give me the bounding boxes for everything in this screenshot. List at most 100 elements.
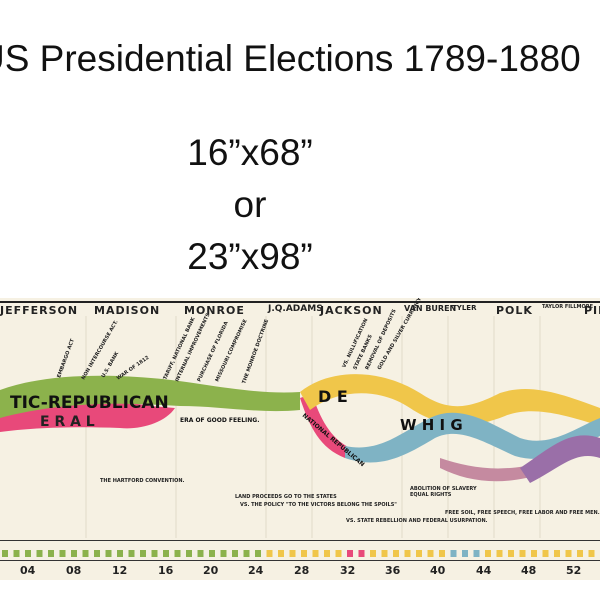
timeline-block (174, 550, 181, 557)
timeline-block (197, 550, 204, 557)
stream-label-yellow: D E (318, 387, 348, 406)
timeline-block (220, 550, 227, 557)
president-label: PIE (584, 304, 600, 317)
timeline-block (255, 550, 261, 557)
national-republican-stream (300, 394, 350, 458)
timeline-block (232, 550, 238, 557)
timeline-block (140, 550, 146, 557)
timeline-block (105, 550, 112, 557)
timeline-block (565, 550, 572, 557)
timeline-block (393, 550, 399, 557)
annotation: THE HARTFORD CONVENTION. (100, 478, 185, 484)
timeline-block (485, 550, 491, 557)
timeline-block (588, 550, 595, 557)
minor-party-stream (440, 458, 545, 482)
timeline-block (473, 550, 480, 557)
timeline-block (531, 550, 537, 557)
timeline-block (48, 550, 54, 557)
president-label: TAYLOR FILLMORE (542, 304, 594, 310)
year-label: 08 (66, 564, 82, 577)
president-label: J.Q.ADAMS (268, 304, 323, 314)
year-label: 52 (566, 564, 582, 577)
timeline-block (462, 550, 468, 557)
stream-label-natrep: NATIONAL REPUBLICAN (301, 412, 366, 468)
timeline-block (508, 550, 514, 557)
annotation: EMBARGO ACT (56, 338, 76, 379)
annotation: ABOLITION OF SLAVERY (410, 486, 477, 492)
president-label: TYLER (452, 304, 477, 312)
timeline-block (301, 550, 307, 557)
timeline-block (312, 550, 319, 557)
timeline-block (94, 550, 100, 557)
timeline-block (128, 550, 135, 557)
timeline-block (324, 550, 330, 557)
democrat-stream (300, 374, 600, 426)
timeline-block (577, 550, 583, 557)
timeline-block (450, 550, 457, 557)
president-label: JACKSON (320, 304, 383, 317)
timeline-block (71, 550, 77, 557)
stream-label-era: ERA OF GOOD FEELING. (180, 417, 260, 424)
party-streams: TIC-REPUBLICAN E R A L D E W H I G NATIO… (0, 298, 600, 561)
year-label: 16 (158, 564, 174, 577)
president-label: MONROE (184, 304, 245, 317)
timeline-block (416, 550, 422, 557)
timeline-block (542, 550, 549, 557)
timeline-block (59, 550, 66, 557)
timeline-block (335, 550, 342, 557)
size-option-large: 23”x98” (187, 236, 313, 277)
timeline-rule (0, 540, 600, 541)
abolition-stream (520, 435, 600, 483)
year-label: 24 (248, 564, 264, 577)
president-label: VAN BUREN (404, 304, 457, 313)
timeline-block (82, 550, 89, 557)
annotation: EQUAL RIGHTS (410, 492, 452, 498)
timeline-block (163, 550, 169, 557)
timeline-block (496, 550, 503, 557)
election-timeline (2, 550, 595, 557)
whig-stream (345, 412, 600, 463)
timeline-block (370, 550, 376, 557)
president-label: MADISON (94, 304, 161, 317)
timeline-block (13, 550, 20, 557)
timeline-block (243, 550, 250, 557)
timeline-block (2, 550, 8, 557)
annotation: VS. THE POLICY "TO THE VICTORS BELONG TH… (240, 502, 397, 508)
timeline-block (266, 550, 273, 557)
year-label: 04 (20, 564, 36, 577)
stream-label-pink: E R A L (40, 414, 95, 430)
timeline-block (36, 550, 43, 557)
timeline-block (519, 550, 526, 557)
timeline-block (278, 550, 284, 557)
timeline-block (554, 550, 560, 557)
year-label: 32 (340, 564, 356, 577)
year-label: 40 (430, 564, 446, 577)
timeline-block (439, 550, 445, 557)
timeline-block (358, 550, 365, 557)
top-rule (0, 301, 600, 303)
year-label: 28 (294, 564, 310, 577)
timeline-block (25, 550, 31, 557)
stream-label-green: TIC-REPUBLICAN (10, 393, 169, 413)
annotation: LAND PROCEEDS GO TO THE STATES (235, 494, 337, 500)
timeline-block (427, 550, 434, 557)
timeline-block (186, 550, 192, 557)
year-label: 36 (385, 564, 401, 577)
timeline-block (289, 550, 296, 557)
timeline-block (151, 550, 158, 557)
annotation: FREE SOIL, FREE SPEECH, FREE LABOR AND F… (445, 510, 600, 516)
page-title: US Presidential Elections 1789-1880 (0, 38, 581, 79)
year-label: 48 (521, 564, 537, 577)
federalist-stream (0, 402, 175, 432)
president-label: JEFFERSON (0, 304, 79, 317)
president-label: POLK (496, 304, 533, 317)
timeline-block (404, 550, 411, 557)
timeline-block (381, 550, 388, 557)
election-chart-image: JEFFERSON MADISON MONROE J.Q.ADAMS JACKS… (0, 298, 600, 580)
year-label: 44 (476, 564, 492, 577)
annotation: VS. STATE REBELLION AND FEDERAL USURPATI… (346, 518, 488, 524)
size-option-small: 16”x68” (187, 132, 313, 173)
annotation: NON INTERCOURSE ACT. (81, 319, 120, 381)
timeline-block (347, 550, 353, 557)
stream-label-blue: W H I G (400, 416, 463, 434)
